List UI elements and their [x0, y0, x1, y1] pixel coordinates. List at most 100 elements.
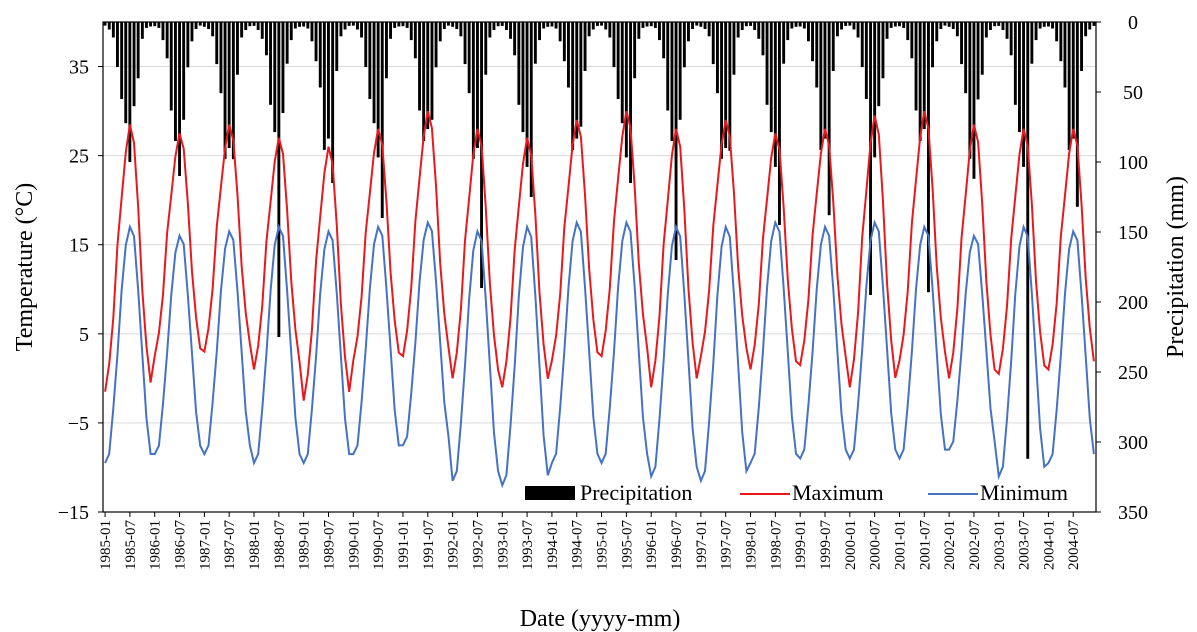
precipitation-bar	[1001, 22, 1005, 30]
precipitation-bar	[906, 22, 910, 41]
precipitation-bar	[624, 22, 628, 158]
precipitation-bar	[463, 22, 467, 65]
precipitation-bar	[1084, 22, 1088, 37]
precipitation-bar	[687, 22, 690, 42]
precipitation-bar	[910, 22, 914, 59]
precipitation-bar	[459, 22, 463, 37]
precipitation-bar	[513, 22, 517, 56]
precipitation-bar	[132, 22, 136, 107]
precipitation-bar	[583, 22, 587, 71]
precipitation-bar	[591, 22, 595, 30]
precipitation-bar	[703, 22, 707, 29]
precipitation-bar	[107, 22, 111, 30]
precipitation-bar	[277, 22, 281, 337]
precipitation-bar	[699, 22, 703, 27]
precipitation-bar	[529, 22, 533, 197]
precipitation-bar	[1042, 22, 1046, 27]
precipitation-bar	[492, 22, 496, 30]
precipitation-bar	[1034, 22, 1038, 41]
precipitation-bar	[430, 22, 434, 120]
precipitation-bar	[422, 22, 426, 141]
precipitation-bar	[409, 22, 413, 41]
precipitation-bar	[765, 22, 769, 105]
x-tick-label: 1992-01	[446, 520, 462, 570]
precipitation-bar	[649, 22, 653, 27]
precipitation-bar	[736, 22, 740, 38]
precipitation-bar	[951, 22, 955, 29]
precipitation-bar	[116, 22, 119, 68]
precipitation-bar	[467, 22, 471, 94]
precipitation-bar	[496, 22, 500, 27]
precipitation-bar	[728, 22, 732, 151]
x-tick-label: 1993-07	[520, 520, 536, 570]
left-tick-label: −15	[58, 502, 89, 524]
precipitation-bar	[1030, 22, 1034, 64]
precipitation-bar	[484, 22, 488, 75]
precipitation-bar	[1047, 22, 1050, 27]
x-tick-label: 1993-01	[495, 520, 511, 570]
precipitation-bar	[943, 22, 947, 26]
left-tick-label: 5	[79, 324, 89, 346]
precipitation-bar	[836, 22, 839, 37]
precipitation-bar	[505, 22, 508, 30]
precipitation-bar	[455, 22, 459, 29]
precipitation-bar	[707, 22, 711, 37]
right-tick-label: 350	[1118, 502, 1148, 524]
precipitation-bar	[811, 22, 814, 62]
precipitation-bar	[670, 22, 674, 141]
precipitation-bar	[405, 22, 409, 28]
x-tick-label: 2003-07	[1017, 520, 1033, 570]
legend-maximum-label: Maximum	[792, 480, 884, 505]
precipitation-bar	[1059, 22, 1063, 62]
x-tick-label: 1985-07	[123, 520, 139, 570]
precipitation-bar	[860, 22, 864, 68]
precipitation-bar	[128, 22, 132, 162]
right-tick-label: 100	[1118, 152, 1148, 174]
x-tick-label: 1987-01	[197, 520, 213, 570]
precipitation-bar	[600, 22, 603, 26]
precipitation-bar	[124, 22, 128, 124]
precipitation-bar	[1063, 22, 1067, 88]
precipitation-bar	[769, 22, 773, 133]
precipitation-bar	[1055, 22, 1059, 42]
precipitation-bar	[773, 22, 777, 167]
precipitation-bar	[380, 22, 384, 218]
precipitation-bar	[567, 22, 570, 88]
precipitation-bar	[1018, 22, 1021, 133]
precipitation-bar	[244, 22, 248, 30]
precipitation-bar	[202, 22, 206, 27]
precipitation-bar	[1009, 22, 1013, 56]
x-tick-label: 1998-07	[768, 520, 784, 570]
maximum-temperature-line	[104, 110, 1095, 401]
precipitation-bar	[248, 22, 252, 27]
right-tick-label: 250	[1118, 362, 1148, 384]
precipitation-bar	[356, 22, 359, 30]
left-tick-label: −5	[68, 413, 89, 435]
precipitation-bar	[310, 22, 314, 42]
precipitation-bar	[302, 22, 306, 27]
precipitation-bar	[236, 22, 239, 75]
x-tick-label: 1989-07	[322, 520, 338, 570]
precipitation-bar	[848, 22, 852, 26]
x-tick-label: 1997-01	[694, 520, 710, 570]
precipitation-bar	[509, 22, 512, 39]
precipitation-bar	[794, 22, 798, 27]
precipitation-bar	[1075, 22, 1079, 207]
precipitation-bar	[289, 22, 293, 41]
x-tick-label: 1996-07	[669, 520, 685, 570]
precipitation-bar	[215, 22, 219, 65]
x-tick-label: 1994-07	[570, 520, 586, 570]
precipitation-bar	[575, 22, 579, 139]
precipitation-bar	[318, 22, 322, 88]
precipitation-bar	[418, 22, 421, 111]
precipitation-bar	[790, 22, 794, 29]
precipitation-bar	[165, 22, 169, 59]
precipitation-bar	[807, 22, 810, 42]
precipitation-bar	[285, 22, 289, 64]
precipitation-bar	[153, 22, 157, 27]
precipitation-bar	[1013, 22, 1017, 105]
precipitation-bar	[198, 22, 202, 26]
precipitation-bar	[190, 22, 194, 42]
precipitation-bar	[1051, 22, 1054, 29]
right-axis-ticks: 0 50 100 150 200 250 300 350	[1096, 12, 1148, 524]
